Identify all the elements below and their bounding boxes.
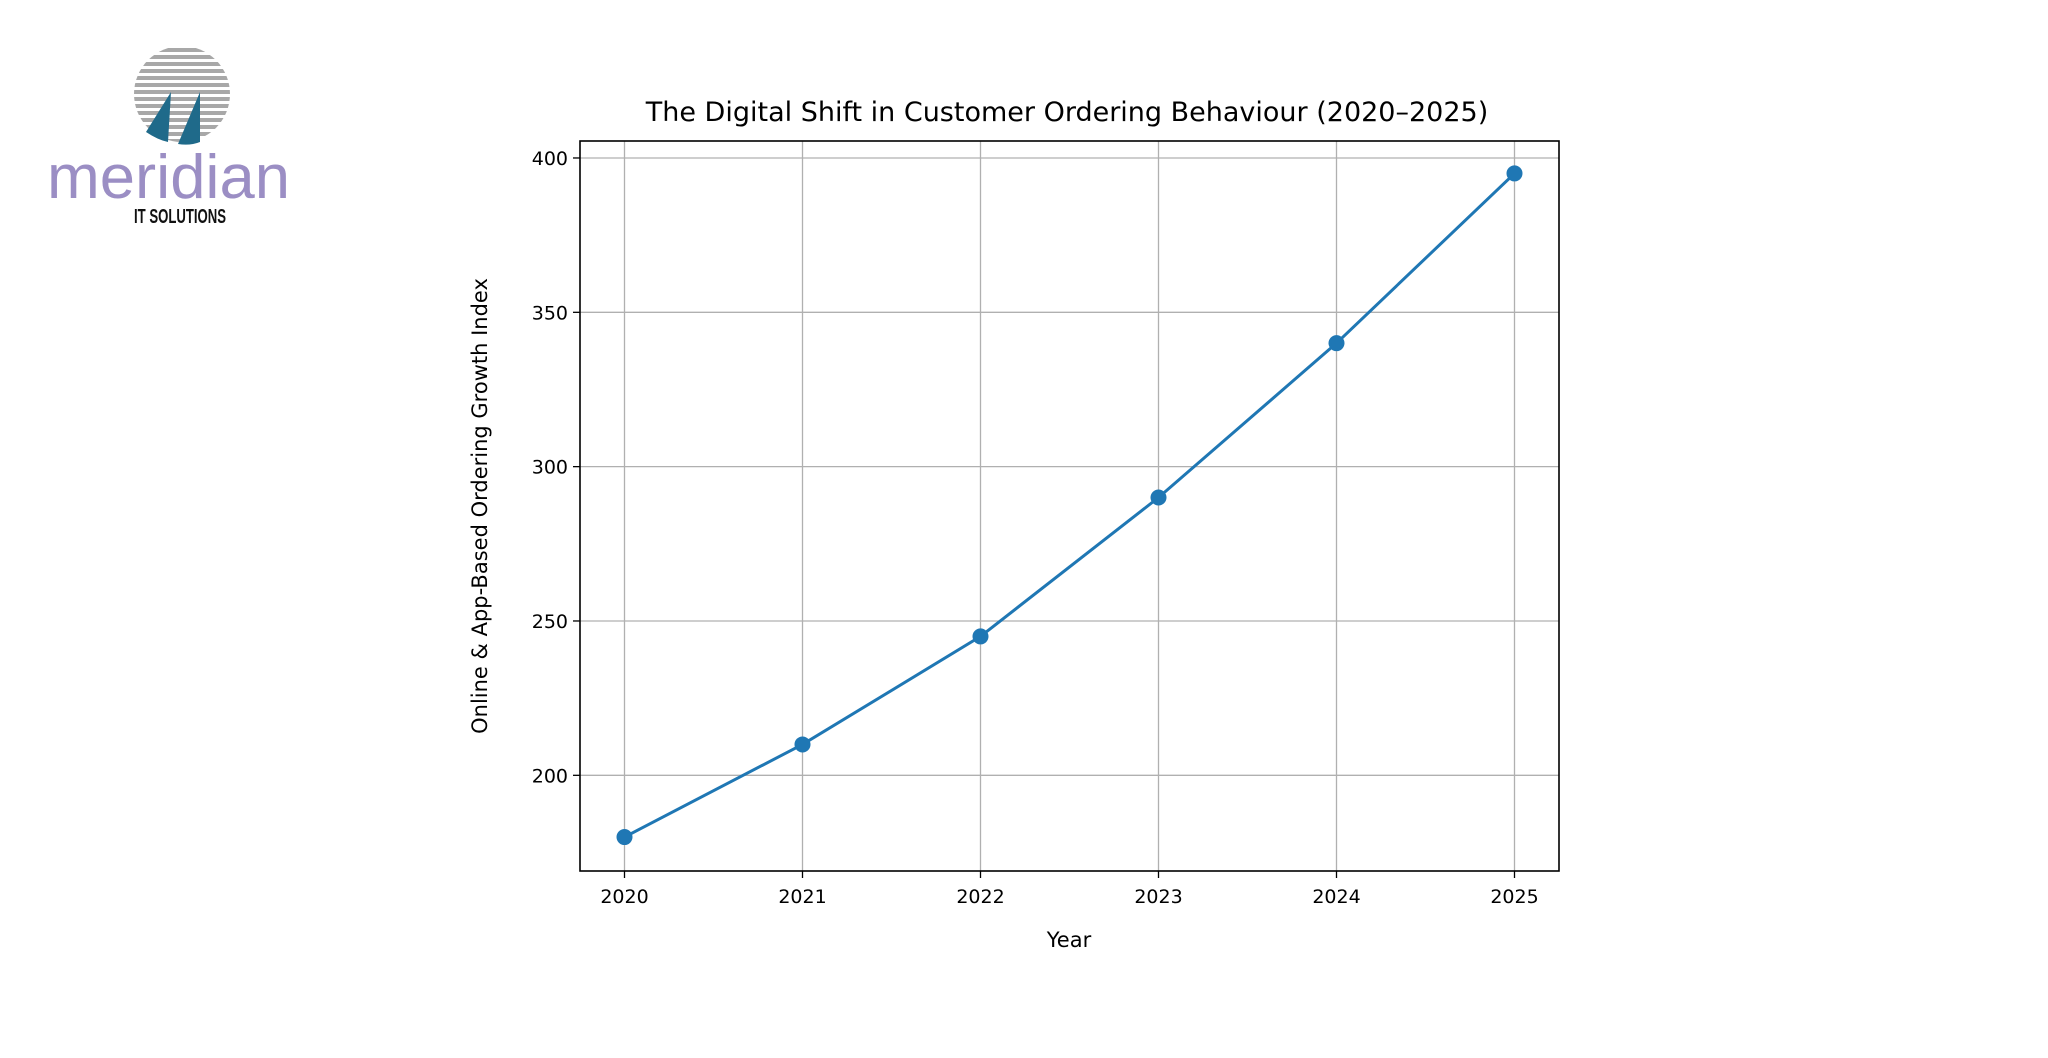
meridian-logo: meridian IT SOLUTIONS xyxy=(47,48,290,228)
y-tick-label: 400 xyxy=(532,148,568,170)
x-tick-label: 2022 xyxy=(956,886,1004,908)
x-tick-label: 2023 xyxy=(1134,886,1182,908)
y-tick-label: 200 xyxy=(532,765,568,787)
logo-tagline: IT SOLUTIONS xyxy=(134,206,226,228)
x-tick-label: 2025 xyxy=(1490,886,1538,908)
logo-sail-right xyxy=(178,92,200,145)
series-line xyxy=(623,172,1516,839)
logo-sail-left xyxy=(146,92,171,142)
data-point xyxy=(972,628,989,645)
data-point xyxy=(1506,165,1523,182)
x-tick-label: 2024 xyxy=(1312,886,1360,908)
data-point xyxy=(616,829,633,846)
chart-title: The Digital Shift in Customer Ordering B… xyxy=(645,97,1488,128)
y-tick-label: 300 xyxy=(532,457,568,479)
y-tick-label: 350 xyxy=(532,302,568,324)
y-axis-label: Online & App-Based Ordering Growth Index xyxy=(468,278,492,734)
x-tick-label: 2021 xyxy=(778,886,826,908)
x-axis-label: Year xyxy=(1046,928,1092,952)
data-point xyxy=(794,736,811,753)
data-point xyxy=(1328,335,1345,352)
data-point xyxy=(1150,489,1167,506)
plot-frame xyxy=(579,140,1560,872)
logo-wordmark: meridian xyxy=(47,143,290,212)
y-tick-label: 250 xyxy=(532,611,568,633)
x-tick-label: 2020 xyxy=(600,886,648,908)
